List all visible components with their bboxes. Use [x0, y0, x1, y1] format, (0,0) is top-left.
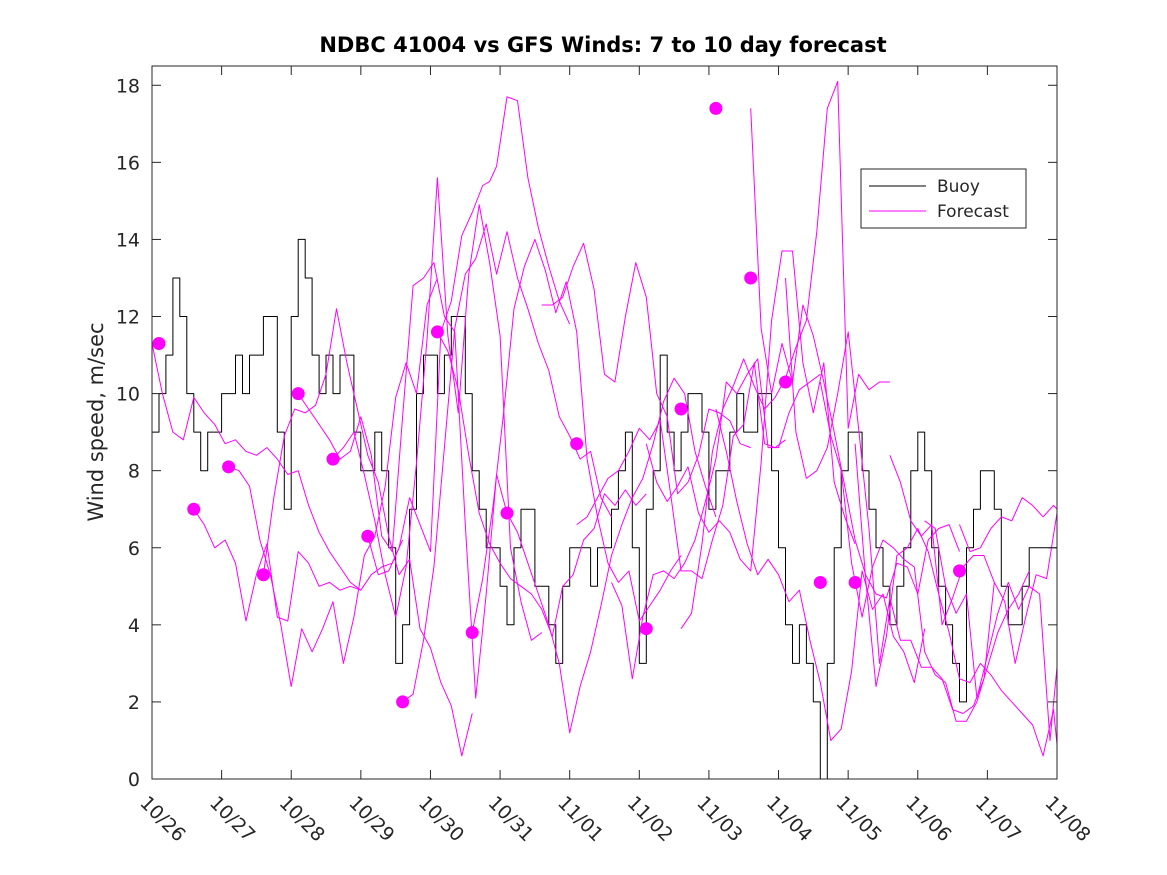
forecast-start-marker: [570, 437, 584, 451]
forecast-series-line-7: [367, 96, 571, 576]
forecast-series-line-17: [715, 408, 926, 741]
forecast-start-marker: [256, 568, 270, 582]
forecast-series-line-23: [924, 520, 1058, 741]
y-tick-label: 8: [128, 461, 140, 483]
forecast-series-line-9: [436, 331, 647, 637]
x-tick-label: 11/01: [553, 792, 607, 846]
forecast-series-line-10: [471, 238, 682, 633]
forecast-start-marker: [813, 575, 827, 589]
x-tick-label: 11/06: [901, 792, 955, 846]
legend: Buoy Forecast: [860, 168, 1027, 229]
forecast-start-marker: [222, 460, 236, 474]
forecast-series-line-3: [228, 277, 438, 687]
forecast-series-line-22: [889, 455, 1058, 664]
legend-box: [860, 168, 1027, 229]
y-tick-label: 2: [128, 692, 140, 714]
forecast-series-line-2: [193, 508, 404, 622]
y-tick-label: 18: [116, 75, 140, 97]
forecast-series-line-24: [959, 497, 1058, 553]
x-tick-label: 10/30: [414, 792, 468, 846]
forecast-series-line-1: [151, 343, 362, 591]
x-tick-label: 10/26: [135, 792, 189, 846]
y-axis: 0 2 4 6 8 10 12 14 16 18: [116, 75, 1057, 791]
x-tick-label: 11/07: [971, 792, 1025, 846]
forecast-start-marker: [779, 375, 792, 389]
y-axis-label: Wind speed, m/sec: [84, 322, 108, 521]
y-tick-label: 14: [116, 229, 140, 251]
y-tick-label: 0: [128, 769, 140, 791]
y-tick-label: 16: [116, 152, 140, 174]
forecast-start-marker: [639, 622, 653, 636]
x-tick-label: 10/28: [275, 792, 329, 846]
x-tick-label: 10/31: [484, 792, 538, 846]
forecast-series-line-8: [402, 223, 612, 703]
forecast-start-marker: [291, 387, 305, 401]
forecast-start-marker: [152, 336, 166, 350]
forecast-series-line-13: [576, 362, 786, 580]
forecast-start-marker: [187, 502, 201, 516]
forecast-start-marker: [465, 626, 479, 640]
forecast-start-marker: [326, 452, 340, 466]
buoy-series-line: [152, 238, 1057, 780]
forecast-series-line-6: [332, 177, 543, 641]
x-tick-label: 11/08: [1040, 792, 1094, 846]
forecast-start-marker: [848, 575, 862, 589]
forecast-series-line-5: [297, 262, 508, 699]
chart-title: NDBC 41004 vs GFS Winds: 7 to 10 day for…: [319, 33, 886, 57]
forecast-start-marker: [396, 695, 410, 709]
x-tick-label: 11/02: [623, 792, 677, 846]
forecast-start-marker: [430, 325, 444, 339]
y-tick-label: 6: [128, 538, 140, 560]
x-tick-label: 11/03: [692, 792, 746, 846]
forecast-series-line-11: [506, 377, 717, 734]
forecast-series-line-19: [785, 277, 995, 714]
plot-frame: [151, 65, 1058, 780]
series-layer: [151, 80, 1058, 780]
forecast-series-line-15: [645, 250, 856, 572]
forecast-start-marker: [709, 101, 723, 115]
forecast-start-marker: [500, 506, 514, 520]
legend-buoy-label: Buoy: [937, 177, 980, 197]
forecast-start-marker: [674, 402, 688, 416]
x-tick-label: 10/29: [344, 792, 398, 846]
forecast-series-line-18: [750, 108, 960, 599]
y-tick-label: 4: [128, 615, 140, 637]
legend-forecast-label: Forecast: [937, 202, 1009, 222]
y-tick-label: 10: [116, 384, 140, 406]
forecast-start-marker: [361, 529, 375, 543]
x-tick-label: 11/05: [832, 792, 886, 846]
forecast-start-marker: [953, 564, 967, 578]
forecast-series-line-21: [854, 443, 1058, 757]
forecast-series-line-4: [262, 308, 473, 757]
forecast-start-marker: [744, 271, 758, 285]
forecast-series-line-14: [611, 358, 821, 680]
marker-layer: [152, 101, 967, 709]
x-tick-label: 10/27: [205, 792, 259, 846]
x-tick-label: 11/04: [762, 792, 816, 846]
y-tick-label: 12: [116, 307, 140, 329]
forecast-series-line-12: [541, 242, 751, 495]
